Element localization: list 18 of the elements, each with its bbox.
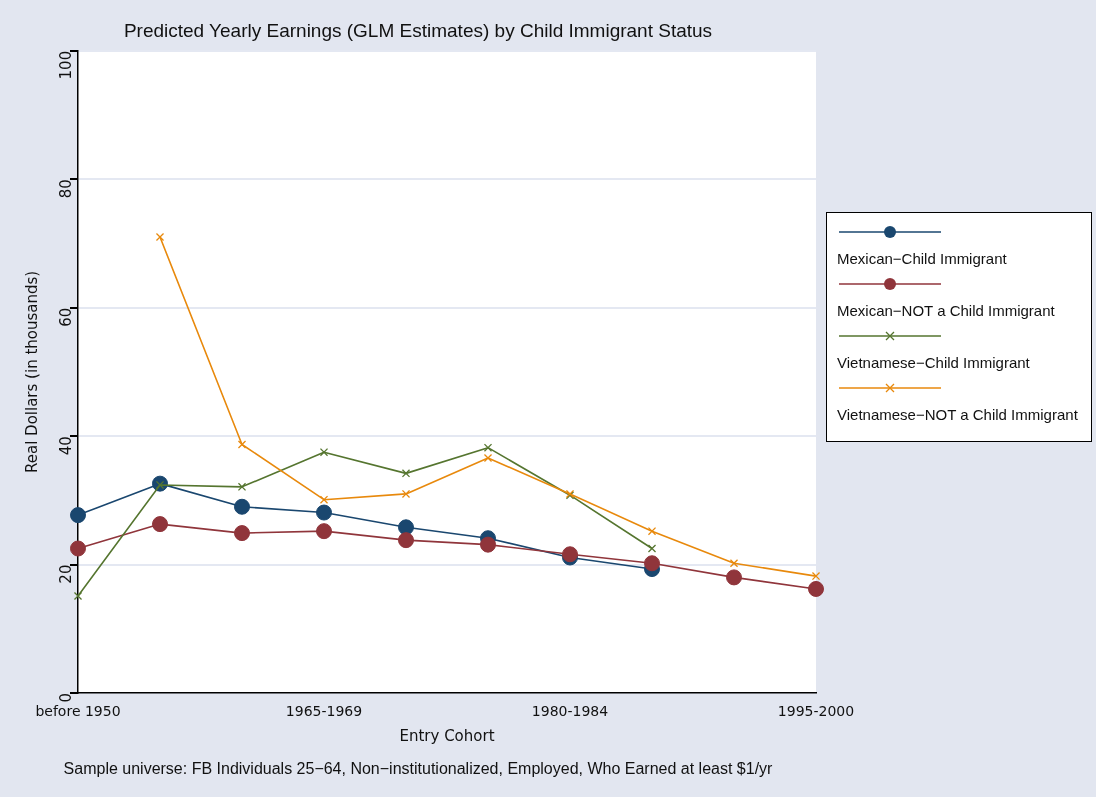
y-tick-label: 60 bbox=[56, 307, 75, 327]
x-tick-label: 1995-2000 bbox=[777, 703, 855, 720]
y-tick-label: 100 bbox=[56, 50, 75, 80]
legend-label: Vietnamese−Child Immigrant bbox=[837, 354, 1031, 371]
y-tick-label: 0 bbox=[56, 693, 75, 703]
legend-label: Vietnamese−NOT a Child Immigrant bbox=[837, 406, 1079, 423]
text: Sample universe: FB Individuals 25−64, Non−institutionalized, Employed, Who Earned at least $1/yr bbox=[63, 759, 774, 777]
legend-label: Mexican−NOT a Child Immigrant bbox=[837, 302, 1056, 319]
y-tick-label: 20 bbox=[56, 564, 75, 584]
x-tick-label: 1980-1984 bbox=[531, 703, 609, 720]
x-tick-label: before 1950 bbox=[35, 703, 121, 720]
legend-label: Mexican−Child Immigrant bbox=[837, 250, 1008, 267]
chart-title: Predicted Yearly Earnings (GLM Estimates) by Child Immigrant Status bbox=[123, 19, 713, 41]
y-tick-label: 40 bbox=[56, 436, 75, 456]
x-tick-label: 1965-1969 bbox=[285, 703, 363, 720]
y-axis-title: Real Dollars (in thousands) bbox=[22, 270, 41, 473]
x-axis-title: Entry Cohort bbox=[399, 726, 495, 745]
y-tick-label: 80 bbox=[56, 179, 75, 199]
